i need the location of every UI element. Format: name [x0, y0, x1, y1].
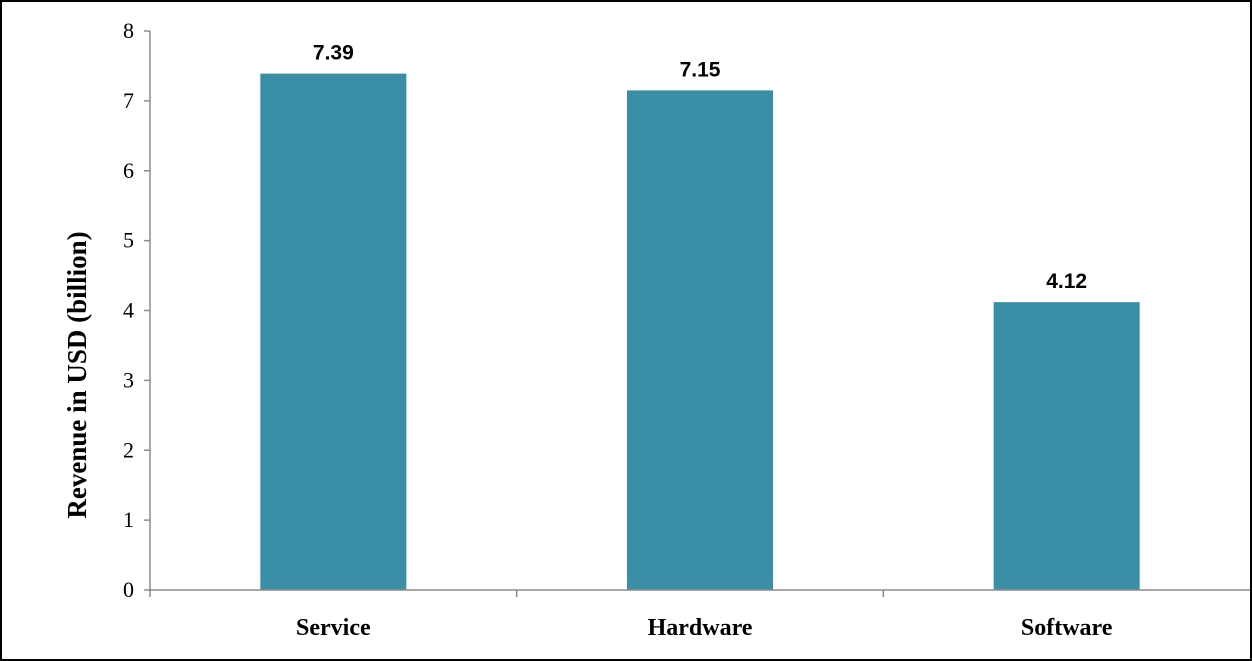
y-tick-label: 7 — [123, 88, 134, 113]
bars — [260, 73, 1140, 591]
y-tick-label: 6 — [123, 158, 134, 183]
y-axis-ticks: 0 1 2 3 4 5 6 7 8 — [123, 18, 150, 602]
x-axis-ticks: Service Hardware Software — [149, 590, 1113, 641]
data-label-hardware: 7.15 — [680, 58, 721, 81]
y-tick-label: 2 — [123, 437, 134, 462]
y-tick-label: 8 — [123, 18, 134, 43]
x-tick-label-service: Service — [296, 615, 371, 641]
data-label-service: 7.39 — [313, 42, 354, 65]
y-axis-title: Revenue in USD (billion) — [62, 231, 92, 518]
y-tick-label: 3 — [123, 367, 134, 392]
bar-service — [260, 73, 407, 590]
bar-hardware — [627, 90, 773, 591]
data-labels: 7.39 7.15 4.12 — [313, 42, 1087, 293]
y-tick-label: 4 — [123, 298, 134, 323]
x-tick-label-software: Software — [1021, 615, 1113, 641]
axes — [149, 31, 1250, 591]
y-tick-label: 1 — [123, 507, 134, 532]
bar-software — [993, 302, 1140, 590]
y-tick-label: 0 — [123, 577, 134, 602]
data-label-software: 4.12 — [1046, 270, 1087, 293]
x-tick-label-hardware: Hardware — [648, 615, 753, 641]
y-tick-label: 5 — [123, 228, 134, 253]
